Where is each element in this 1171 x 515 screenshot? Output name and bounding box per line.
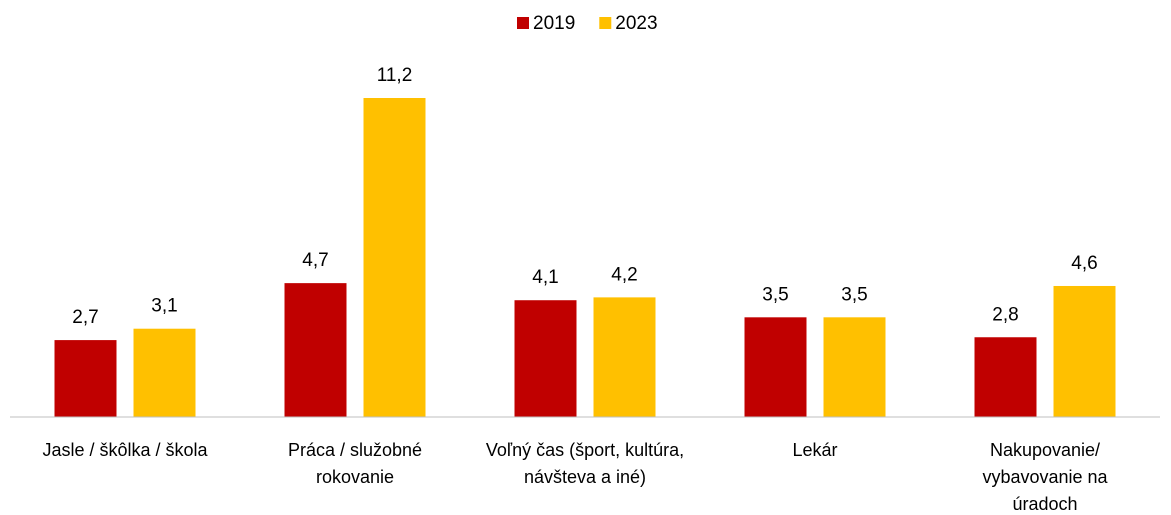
data-label: 4,7 bbox=[302, 250, 328, 271]
bar bbox=[593, 297, 656, 417]
legend-label: 2023 bbox=[615, 13, 657, 34]
data-label: 11,2 bbox=[377, 65, 413, 86]
bar bbox=[514, 300, 577, 417]
data-label: 4,6 bbox=[1071, 253, 1097, 274]
bar bbox=[744, 317, 807, 417]
bar bbox=[823, 317, 886, 417]
x-tick-label: Jasle / škôlka / škola bbox=[42, 440, 208, 460]
x-tick-label: Lekár bbox=[792, 440, 838, 460]
data-label: 4,1 bbox=[532, 267, 558, 288]
data-label: 2,8 bbox=[992, 304, 1018, 325]
bar bbox=[284, 283, 347, 417]
x-tick-label: Nakupovanie/ vybavovanie na úradoch bbox=[982, 440, 1108, 514]
legend-swatch bbox=[599, 17, 612, 29]
bar bbox=[363, 98, 426, 417]
bar bbox=[1053, 285, 1116, 417]
data-label: 4,2 bbox=[611, 264, 637, 285]
x-tick-label: Voľný čas (šport, kultúra, návšteva a in… bbox=[485, 440, 685, 487]
x-tick-label: Práca / služobné rokovanie bbox=[287, 440, 423, 487]
data-label: 3,5 bbox=[762, 284, 788, 305]
legend-swatch bbox=[517, 17, 529, 29]
bar bbox=[974, 337, 1037, 417]
data-label: 3,5 bbox=[841, 284, 867, 305]
data-label: 3,1 bbox=[151, 296, 177, 317]
bar bbox=[133, 328, 196, 417]
bar bbox=[54, 340, 117, 417]
data-label: 2,7 bbox=[72, 307, 98, 328]
legend-label: 2019 bbox=[533, 13, 575, 34]
